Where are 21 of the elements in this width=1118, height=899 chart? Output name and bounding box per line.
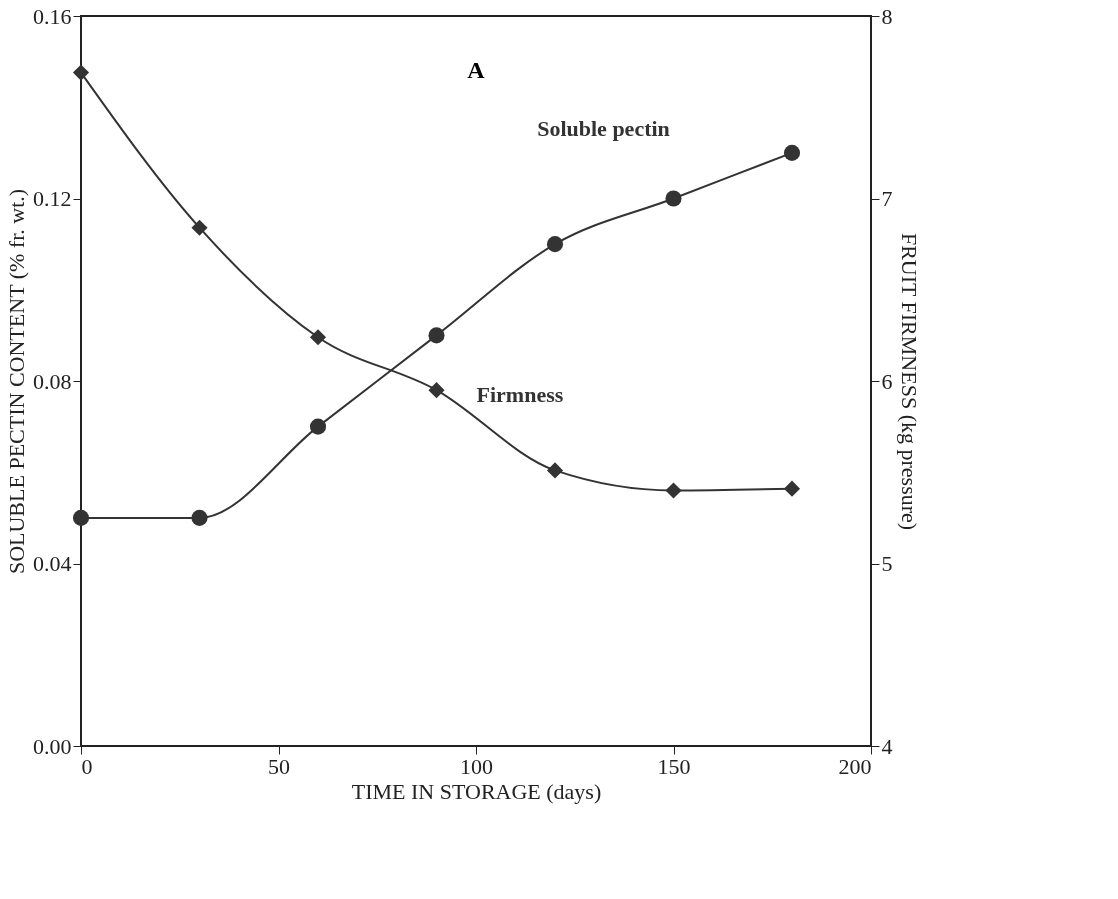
y-tick-label: 0.12 (33, 186, 72, 211)
x-tick-label: 150 (657, 753, 691, 779)
x-tick-label: 0 (81, 753, 93, 779)
text: Soluble pectin (537, 115, 670, 141)
series-label: Firmness (476, 382, 564, 408)
y-tick-label: 0.04 (33, 551, 72, 576)
y-tick-label: 0.08 (33, 368, 72, 394)
y-tick-label: 0.00 (33, 733, 72, 759)
x-tick-label: 200 (838, 753, 872, 779)
x-tick-label: 50 (268, 753, 290, 779)
y2-tick-label: 4 (881, 733, 893, 759)
y2-tick-label: 7 (881, 186, 893, 211)
y2-tick-label: 8 (881, 3, 893, 29)
y2-tick-label: 5 (881, 551, 893, 576)
x-tick-label: 100 (460, 753, 493, 779)
y2-axis-title: FRUIT FIRMNESS (kg pressure) (896, 232, 922, 531)
y2-tick-label: 6 (881, 368, 893, 394)
y-tick-label: 0.16 (33, 3, 72, 29)
y-axis-title: SOLUBLE PECTIN CONTENT (% fr. wt.) (4, 188, 29, 575)
annotation: A (467, 57, 486, 83)
x-axis-title: TIME IN STORAGE (days) (351, 778, 602, 804)
